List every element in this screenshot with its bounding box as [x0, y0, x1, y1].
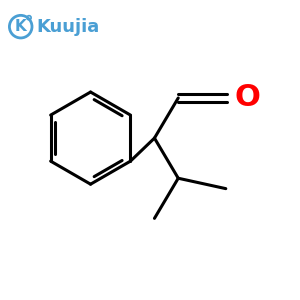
Text: O: O: [235, 83, 261, 112]
Text: K: K: [15, 19, 27, 34]
Text: Kuujia: Kuujia: [37, 18, 100, 36]
